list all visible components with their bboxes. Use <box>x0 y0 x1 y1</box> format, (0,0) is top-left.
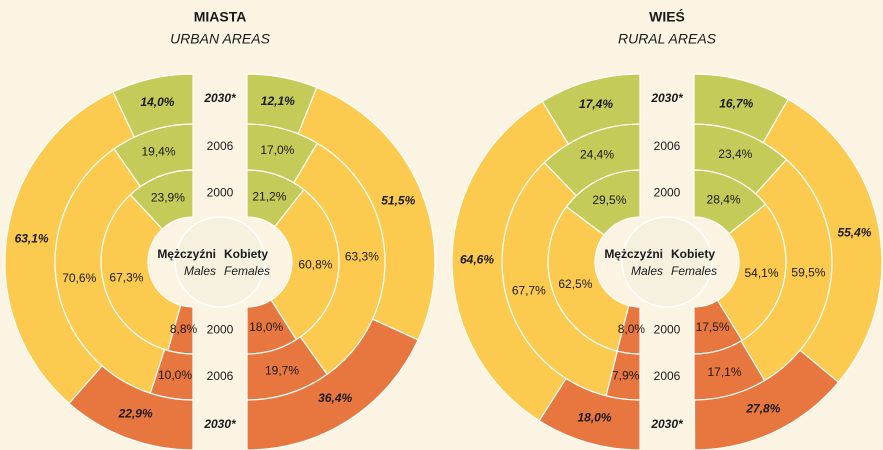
value-label: 8,0% <box>618 322 646 336</box>
segment <box>4 91 136 405</box>
value-label: 67,3% <box>109 270 143 284</box>
value-label: 67,7% <box>512 284 546 298</box>
group-sublabel: Females <box>671 264 717 278</box>
center-hole <box>621 216 713 308</box>
value-label: 27,8% <box>745 402 780 416</box>
group-label: Kobiety <box>224 247 268 261</box>
segment <box>538 377 641 450</box>
value-label: 51,5% <box>381 193 415 207</box>
value-label: 63,3% <box>345 249 379 263</box>
value-label: 19,7% <box>265 364 299 378</box>
value-label: 16,7% <box>719 97 753 111</box>
value-label: 54,1% <box>744 266 778 280</box>
value-label: 63,1% <box>15 231 49 245</box>
value-label: 23,4% <box>718 147 752 161</box>
group-label: Kobiety <box>671 247 715 261</box>
value-label: 7,9% <box>612 368 640 382</box>
ring-label: 2030* <box>650 91 684 105</box>
value-label: 36,4% <box>318 391 352 405</box>
group-sublabel: Males <box>631 264 663 278</box>
group-sublabel: Females <box>224 264 270 278</box>
value-label: 17,0% <box>260 143 294 157</box>
ring-label: 2006 <box>654 369 681 383</box>
value-label: 23,9% <box>151 190 185 204</box>
value-label: 21,2% <box>252 189 286 203</box>
segment <box>451 100 570 422</box>
value-label: 17,1% <box>708 365 742 379</box>
ring-label: 2006 <box>207 369 234 383</box>
value-label: 14,0% <box>140 95 174 109</box>
value-label: 17,5% <box>696 320 730 334</box>
value-label: 70,6% <box>62 271 96 285</box>
value-label: 64,6% <box>460 253 494 267</box>
group-sublabel: Males <box>184 264 216 278</box>
value-label: 8,8% <box>170 322 198 336</box>
value-label: 62,5% <box>558 277 592 291</box>
ring-label: 2000 <box>654 186 681 200</box>
center-hole <box>174 216 266 308</box>
chart-subtitle: RURAL AREAS <box>618 31 717 47</box>
value-label: 19,4% <box>141 144 175 158</box>
ring-label: 2006 <box>207 139 234 153</box>
group-label: Mężczyźni <box>157 247 216 261</box>
value-label: 22,9% <box>118 407 153 421</box>
chart-subtitle: URBAN AREAS <box>170 31 271 47</box>
segment <box>68 364 194 450</box>
ring-label: 2000 <box>207 186 234 200</box>
segment <box>246 318 419 450</box>
value-label: 29,5% <box>592 193 626 207</box>
chart-title: WIEŚ <box>649 8 685 25</box>
chart-title: MIASTA <box>194 9 247 25</box>
ring-label: 2000 <box>654 323 681 337</box>
value-label: 12,1% <box>261 94 295 108</box>
value-label: 18,0% <box>578 411 612 425</box>
ring-label: 2030* <box>203 417 237 431</box>
value-label: 10,0% <box>158 368 192 382</box>
ring-label: 2030* <box>203 91 237 105</box>
ring-label: 2006 <box>654 139 681 153</box>
value-label: 18,0% <box>249 320 283 334</box>
value-label: 55,4% <box>837 226 871 240</box>
value-label: 60,8% <box>298 258 332 272</box>
ring-label: 2000 <box>207 323 234 337</box>
ring-label: 2030* <box>650 417 684 431</box>
group-label: Mężczyźni <box>604 247 663 261</box>
value-label: 24,4% <box>580 148 614 162</box>
value-label: 17,4% <box>579 97 613 111</box>
value-label: 59,5% <box>791 266 825 280</box>
value-label: 28,4% <box>707 192 741 206</box>
